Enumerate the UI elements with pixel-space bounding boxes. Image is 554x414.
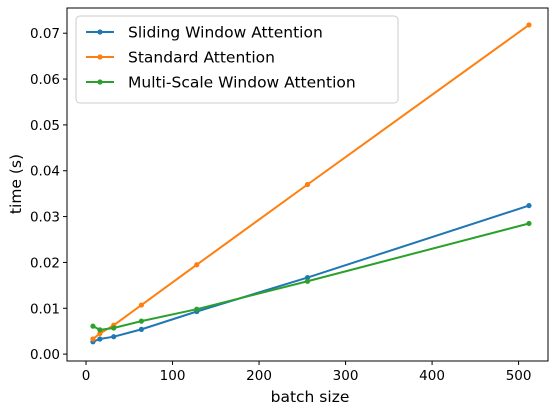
series-2-point-3 <box>138 318 144 324</box>
x-tick-label: 0 <box>82 368 91 384</box>
y-axis-label: time (s) <box>7 154 25 214</box>
x-tick-label: 300 <box>333 368 359 384</box>
plot-frame <box>66 7 549 362</box>
x-tick-label: 500 <box>506 368 532 384</box>
axes: 0 100 200 300 400 500 0.00 0.01 0.02 0.03 0.04 0.05… <box>30 7 549 384</box>
y-tick-label: 0.04 <box>30 164 60 180</box>
series-2-point-5 <box>304 278 311 284</box>
series-2-point-2 <box>111 325 117 331</box>
series-1-point-6 <box>526 22 532 28</box>
legend: Sliding Window Attention Standard Attenti… <box>75 15 399 104</box>
series-2-point-4 <box>194 306 200 312</box>
y-tick-label: 0.07 <box>30 26 60 42</box>
series-0-point-6 <box>526 202 532 209</box>
legend-marker-2 <box>97 79 103 85</box>
x-axis-label: batch size <box>271 388 350 406</box>
series-0-point-1 <box>97 336 103 342</box>
y-tick-label: 0.01 <box>30 301 60 317</box>
x-tick-label: 400 <box>419 368 445 384</box>
series-0-point-2 <box>111 334 117 340</box>
series-1-point-3 <box>138 302 144 308</box>
series-2-point-0 <box>90 323 96 329</box>
y-tick-label: 0.06 <box>30 72 60 88</box>
legend-label-1: Standard Attention <box>128 49 275 67</box>
y-tick-label: 0.03 <box>30 210 60 226</box>
series-1-point-0 <box>90 336 96 342</box>
legend-label-2: Multi-Scale Window Attention <box>128 74 356 92</box>
y-tick-label: 0.05 <box>30 118 60 134</box>
legend-marker-1 <box>97 54 103 60</box>
series-0-point-5 <box>304 274 311 281</box>
x-tick-label: 200 <box>246 368 272 384</box>
x-tick-label: 100 <box>160 368 186 384</box>
series-0-point-3 <box>138 326 144 332</box>
series-line-0 <box>91 204 530 343</box>
plot-area <box>90 22 532 345</box>
legend-marker-0 <box>97 29 103 35</box>
legend-label-0: Sliding Window Attention <box>128 24 323 42</box>
y-tick-label: 0.00 <box>30 347 60 363</box>
series-2-point-1 <box>97 327 103 333</box>
series-2-point-6 <box>526 220 532 227</box>
series-1-point-4 <box>194 262 200 268</box>
y-tick-label: 0.02 <box>30 255 60 271</box>
series-1-point-5 <box>304 181 311 188</box>
legend-box <box>75 15 399 104</box>
series-1-point-1 <box>97 330 103 337</box>
